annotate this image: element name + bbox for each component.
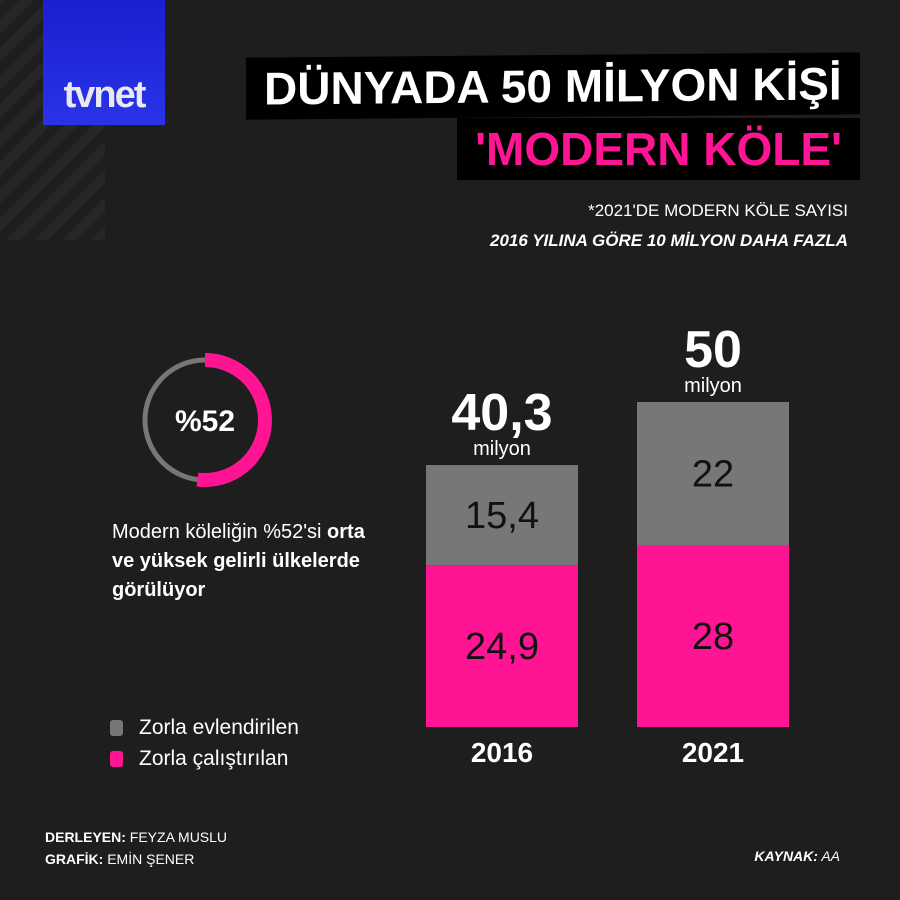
- legend: Zorla evlendirilen Zorla çalıştırılan: [110, 712, 299, 774]
- legend-swatch-pink: [110, 750, 123, 767]
- tvnet-logo: tvnet: [43, 0, 165, 125]
- description-bold: orta ve yüksek gelirli ülkelerde görülüy…: [112, 521, 365, 601]
- description-text: Modern köleliğin %52'si: [112, 521, 328, 543]
- category-label: 2016: [471, 737, 533, 768]
- legend-swatch-grey: [110, 719, 123, 736]
- category-label: 2021: [682, 737, 744, 768]
- bar-segment-2016-0: [426, 565, 578, 727]
- subtitle-line2: 2016 YILINA GÖRE 10 MİLYON DAHA FAZLA: [489, 231, 848, 250]
- bar-segment-2021-0: [637, 545, 789, 727]
- description: Modern köleliğin %52'si orta ve yüksek g…: [112, 518, 372, 605]
- legend-item: Zorla evlendirilen: [110, 712, 299, 743]
- graphic-label: GRAFİK:: [45, 851, 104, 867]
- subtitle-line1: *2021'DE MODERN KÖLE SAYISI: [588, 201, 848, 220]
- total-unit: milyon: [473, 438, 531, 460]
- bar-value-label: 28: [692, 616, 734, 658]
- title-line2: 'MODERN KÖLE': [457, 118, 860, 180]
- total-unit: milyon: [684, 375, 742, 397]
- bar-value-label: 22: [692, 454, 734, 496]
- total-value: 50: [684, 321, 742, 379]
- bar-segment-2021-1: [637, 402, 789, 545]
- compiler-label: DERLEYEN:: [45, 829, 126, 845]
- credits: DERLEYEN: FEYZA MUSLU GRAFİK: EMİN ŞENER: [45, 826, 227, 870]
- source: KAYNAK: AA: [754, 848, 840, 864]
- donut-arc: [138, 353, 272, 487]
- legend-label: Zorla çalıştırılan: [139, 747, 289, 770]
- bar-value-label: 24,9: [465, 626, 539, 668]
- compiler: FEYZA MUSLU: [129, 829, 228, 845]
- source-label: KAYNAK:: [754, 848, 818, 864]
- source-value: AA: [821, 848, 840, 864]
- bar-value-label: 15,4: [465, 495, 539, 537]
- logo-text: tvnet: [63, 74, 147, 116]
- bar-segment-2016-1: [426, 465, 578, 566]
- donut-label: %52: [175, 405, 235, 438]
- legend-label: Zorla evlendirilen: [139, 716, 299, 739]
- total-value: 40,3: [451, 384, 552, 442]
- legend-item: Zorla çalıştırılan: [110, 743, 299, 774]
- graphic-author: EMİN ŞENER: [107, 851, 195, 867]
